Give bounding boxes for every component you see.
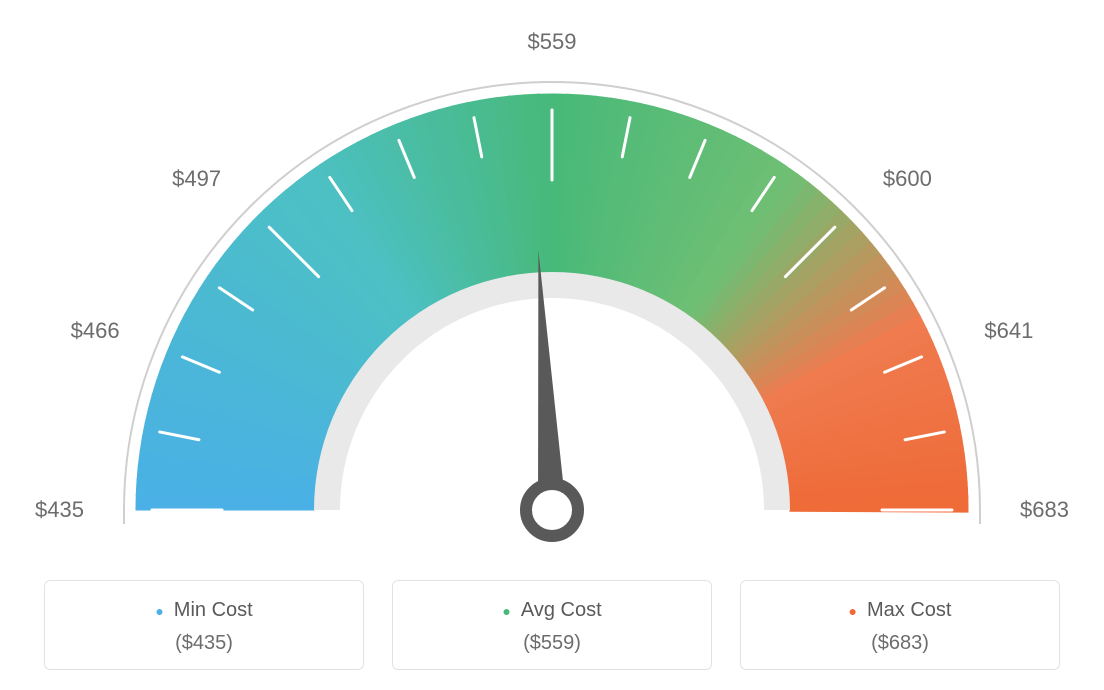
legend-max-value: ($683) (753, 632, 1047, 655)
legend-card-min: Min Cost ($435) (44, 580, 364, 670)
legend-avg-value: ($559) (405, 632, 699, 655)
gauge-tick-label: $497 (172, 166, 221, 191)
gauge-needle-hub (526, 484, 578, 536)
legend-avg-label: Avg Cost (405, 599, 699, 622)
gauge-tick-label: $559 (528, 29, 577, 54)
legend-min-label: Min Cost (57, 599, 351, 622)
gauge-tick-label: $466 (71, 318, 120, 343)
cost-gauge-chart: $435 $466 $497 $559 $600 $641 $683 (0, 0, 1104, 560)
legend-min-value: ($435) (57, 632, 351, 655)
legend-row: Min Cost ($435) Avg Cost ($559) Max Cost… (0, 580, 1104, 670)
gauge-tick-label: $435 (35, 497, 84, 522)
gauge-tick-label: $600 (883, 166, 932, 191)
legend-card-avg: Avg Cost ($559) (392, 580, 712, 670)
legend-card-max: Max Cost ($683) (740, 580, 1060, 670)
legend-max-label: Max Cost (753, 599, 1047, 622)
gauge-tick-label: $641 (984, 318, 1033, 343)
gauge-tick-label: $683 (1020, 497, 1069, 522)
